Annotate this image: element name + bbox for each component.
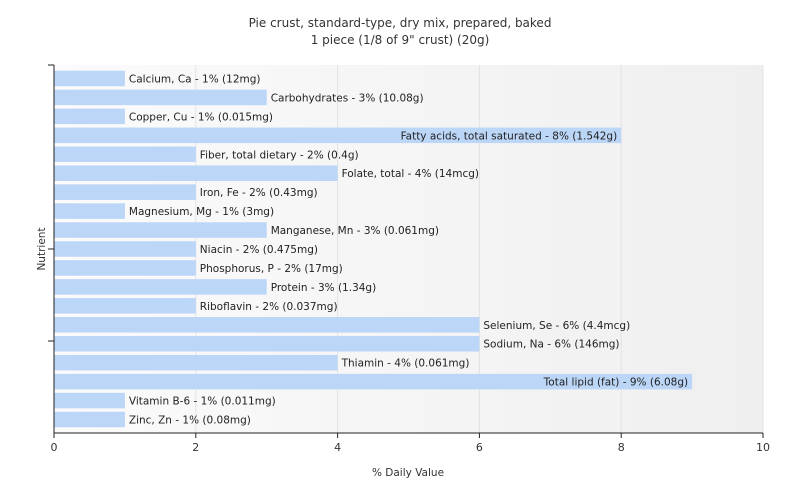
bar	[54, 70, 125, 87]
chart-subtitle: 1 piece (1/8 of 9" crust) (20g)	[311, 33, 490, 47]
bar	[54, 222, 267, 238]
bar-label: Selenium, Se - 6% (4.4mcg)	[483, 320, 630, 332]
x-tick-label: 4	[334, 441, 341, 454]
bar	[54, 127, 622, 144]
bar	[54, 203, 125, 219]
bar-label: Iron, Fe - 2% (0.43mg)	[200, 187, 318, 199]
bar-label: Fatty acids, total saturated - 8% (1.542…	[401, 130, 618, 142]
bar	[54, 108, 125, 125]
bar-label: Zinc, Zn - 1% (0.08mg)	[129, 415, 251, 427]
x-axis-title: % Daily Value	[372, 467, 444, 479]
bar	[54, 260, 196, 276]
x-tick-label: 10	[756, 441, 770, 454]
x-tick-label: 8	[618, 441, 625, 454]
bar	[54, 298, 196, 314]
bar-label: Sodium, Na - 6% (146mg)	[483, 339, 619, 351]
grid-lines	[195, 65, 764, 433]
bar	[54, 279, 267, 295]
bar	[54, 411, 125, 428]
bar-label: Vitamin B-6 - 1% (0.011mg)	[129, 396, 276, 408]
bar	[54, 392, 125, 409]
bar-label: Carbohydrates - 3% (10.08g)	[271, 92, 424, 104]
chart-title: Pie crust, standard-type, dry mix, prepa…	[249, 16, 552, 30]
bar-label: Calcium, Ca - 1% (12mg)	[129, 73, 261, 85]
bar	[54, 165, 338, 181]
bar-label: Riboflavin - 2% (0.037mg)	[200, 301, 338, 313]
bar-label: Fiber, total dietary - 2% (0.4g)	[200, 149, 359, 161]
bar	[54, 317, 480, 333]
bar-label: Copper, Cu - 1% (0.015mg)	[129, 111, 273, 123]
bar-label: Thiamin - 4% (0.061mg)	[341, 358, 470, 370]
bar	[54, 89, 267, 106]
bar-label: Manganese, Mn - 3% (0.061mg)	[271, 225, 439, 237]
bar-label: Total lipid (fat) - 9% (6.08g)	[543, 377, 688, 389]
bar	[54, 373, 693, 390]
bar-label: Folate, total - 4% (14mcg)	[342, 168, 479, 180]
bar-group: Calcium, Ca - 1% (12mg) Carbohydrates - 3…	[54, 70, 693, 428]
x-tick-label: 2	[192, 441, 199, 454]
bar-label: Niacin - 2% (0.475mg)	[200, 244, 318, 256]
bar-label: Protein - 3% (1.34g)	[271, 282, 377, 294]
y-axis-title: Nutrient	[36, 227, 48, 270]
bar	[54, 354, 338, 371]
axes: 0 2 4 6 8 10	[48, 64, 770, 454]
bar	[54, 241, 196, 257]
bar	[54, 184, 196, 200]
x-tick-label: 6	[476, 441, 483, 454]
bar	[54, 146, 196, 163]
bar	[54, 335, 480, 352]
x-tick-label: 0	[51, 441, 58, 454]
bar-label: Phosphorus, P - 2% (17mg)	[200, 263, 343, 275]
bar-label: Magnesium, Mg - 1% (3mg)	[129, 206, 274, 218]
